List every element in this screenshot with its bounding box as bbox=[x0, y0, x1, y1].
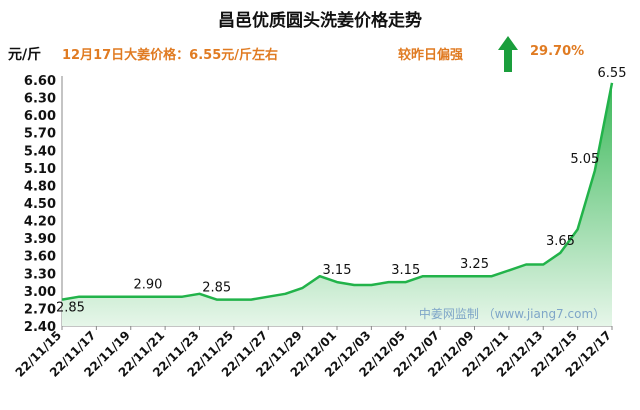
y-tick-label: 6.30 bbox=[24, 92, 56, 107]
data-label: 3.15 bbox=[323, 263, 352, 278]
y-tick-label: 4.20 bbox=[24, 215, 56, 230]
data-label: 3.25 bbox=[460, 257, 489, 272]
price-line bbox=[61, 82, 614, 301]
chart-title: 昌邑优质圆头洗姜价格走势 bbox=[218, 11, 422, 31]
arrow-up-icon bbox=[498, 36, 518, 72]
y-axis-label: 元/斤 bbox=[8, 47, 42, 63]
change-percent: 29.70% bbox=[530, 44, 585, 59]
y-tick-label: 2.70 bbox=[24, 302, 56, 317]
data-label: 5.05 bbox=[570, 152, 599, 167]
trend-note: 较昨日偏强 bbox=[398, 48, 464, 63]
price-note: 12月17日大姜价格：6.55元/斤左右 bbox=[62, 48, 279, 63]
data-label: 2.85 bbox=[56, 301, 85, 316]
watermark-text: 中姜网监制 （www.jiang7.com） bbox=[419, 306, 605, 321]
data-label: 2.90 bbox=[133, 278, 162, 293]
data-label: 3.65 bbox=[546, 234, 575, 249]
y-tick-label: 3.60 bbox=[24, 250, 56, 265]
y-tick-label: 2.40 bbox=[24, 320, 56, 335]
data-label: 3.15 bbox=[391, 263, 420, 278]
y-tick-label: 4.50 bbox=[24, 197, 56, 212]
y-tick-label: 6.60 bbox=[24, 74, 56, 89]
y-tick-label: 4.80 bbox=[24, 179, 56, 194]
data-label: 6.55 bbox=[598, 66, 627, 81]
y-tick-label: 6.00 bbox=[24, 109, 56, 124]
y-tick-label: 5.40 bbox=[24, 144, 56, 159]
y-tick-label: 5.70 bbox=[24, 127, 56, 142]
y-tick-label: 3.90 bbox=[24, 232, 56, 247]
price-area bbox=[62, 82, 612, 327]
y-tick-label: 3.00 bbox=[24, 285, 56, 300]
data-label: 2.85 bbox=[202, 281, 231, 296]
y-tick-label: 5.10 bbox=[24, 162, 56, 177]
y-tick-label: 3.30 bbox=[24, 267, 56, 282]
